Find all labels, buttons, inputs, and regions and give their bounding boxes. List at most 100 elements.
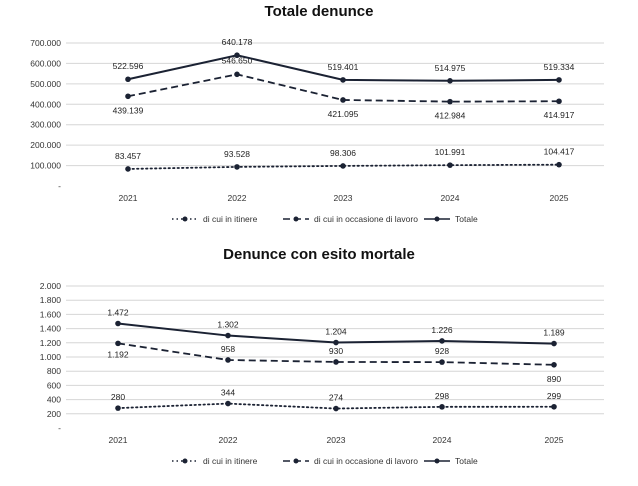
- y-tick-label: -: [58, 181, 61, 191]
- data-label: 101.991: [435, 147, 466, 157]
- data-label: 1.472: [107, 307, 129, 317]
- y-tick-label: 1.800: [40, 295, 62, 305]
- data-point: [447, 98, 453, 105]
- data-point: [225, 357, 231, 363]
- data-label: 104.417: [544, 147, 575, 157]
- data-label: 1.189: [543, 328, 565, 338]
- data-point: [225, 400, 231, 407]
- data-label: 93.528: [224, 149, 250, 159]
- data-label: 928: [435, 346, 449, 356]
- x-tick-label: 2024: [433, 435, 452, 445]
- x-tick-label: 2022: [219, 435, 238, 445]
- legend-marker: [293, 458, 299, 464]
- data-label: 298: [435, 391, 449, 401]
- x-tick-label: 2021: [119, 193, 138, 203]
- x-tick-label: 2023: [334, 193, 353, 203]
- data-label: 1.192: [107, 349, 129, 359]
- data-label: 414.917: [544, 110, 575, 120]
- legend-label: di cui in occasione di lavoro: [314, 456, 418, 466]
- data-label: 514.975: [435, 63, 466, 73]
- chart-2: Denunce con esito mortale 2.000 1.800 1.600…: [40, 246, 604, 466]
- x-tick-label: 2024: [441, 193, 460, 203]
- x-tick-label: 2025: [550, 193, 569, 203]
- data-point: [234, 71, 240, 78]
- y-tick-label: 1.600: [40, 309, 62, 319]
- data-label: 412.984: [435, 111, 466, 121]
- chart-title: Totale denunce: [265, 3, 374, 20]
- chart-title: Denunce con esito mortale: [223, 246, 415, 263]
- y-tick-label: 800: [47, 366, 61, 376]
- data-point: [447, 77, 453, 84]
- legend-marker: [293, 216, 299, 222]
- data-label: 930: [329, 346, 343, 356]
- x-tick-label: 2025: [545, 435, 564, 445]
- data-label: 274: [329, 393, 343, 403]
- data-label: 439.139: [113, 105, 144, 115]
- y-tick-label: 700.000: [30, 38, 61, 48]
- data-label: 519.334: [544, 62, 575, 72]
- data-label: 299: [547, 391, 561, 401]
- data-point: [556, 161, 562, 168]
- legend-label: Totale: [455, 214, 478, 224]
- y-tick-label: 1.400: [40, 324, 62, 334]
- data-label: 1.302: [217, 320, 239, 330]
- data-point: [333, 359, 339, 365]
- series-line-dotted: [127, 163, 560, 170]
- y-tick-label: 100.000: [30, 161, 61, 171]
- data-point: [234, 164, 240, 170]
- data-point: [115, 320, 121, 327]
- data-label: 421.095: [328, 109, 359, 119]
- legend-label: di cui in itinere: [203, 456, 258, 466]
- data-label: 1.226: [431, 325, 453, 335]
- data-label: 98.306: [330, 148, 356, 158]
- data-point: [115, 405, 121, 411]
- data-point: [333, 405, 339, 412]
- data-label: 280: [111, 392, 125, 402]
- data-point: [551, 362, 557, 368]
- y-tick-label: 400.000: [30, 99, 61, 109]
- y-tick-label: 500.000: [30, 79, 61, 89]
- data-label: 640.178: [222, 37, 253, 47]
- y-tick-label: -: [58, 423, 61, 433]
- y-tick-label: 200: [47, 409, 61, 419]
- x-tick-label: 2023: [327, 435, 346, 445]
- data-point: [551, 403, 557, 410]
- data-label: 546.650: [222, 55, 253, 65]
- legend-label: di cui in itinere: [203, 214, 258, 224]
- data-point: [447, 162, 453, 168]
- legend-marker: [434, 216, 440, 222]
- data-label: 344: [221, 388, 235, 398]
- data-point: [340, 163, 346, 169]
- data-point: [115, 340, 121, 347]
- x-tick-label: 2021: [109, 435, 128, 445]
- y-tick-label: 2.000: [40, 281, 62, 291]
- data-point: [556, 77, 562, 83]
- data-label: 522.596: [113, 61, 144, 71]
- data-label: 1.204: [325, 327, 347, 337]
- data-point: [556, 98, 562, 105]
- y-tick-label: 600: [47, 380, 61, 390]
- legend-label: di cui in occasione di lavoro: [314, 214, 418, 224]
- y-tick-label: 1.000: [40, 352, 62, 362]
- data-label: 890: [547, 374, 561, 384]
- legend-marker: [434, 458, 440, 464]
- data-point: [551, 340, 557, 347]
- data-label: 958: [221, 344, 235, 354]
- data-point: [439, 404, 445, 410]
- y-tick-label: 200.000: [30, 140, 61, 150]
- data-label: 83.457: [115, 151, 141, 161]
- y-tick-label: 600.000: [30, 58, 61, 68]
- chart-1: Totale denunce 700.000 600.000 500.000 400.0…: [30, 3, 604, 224]
- legend-label: Totale: [455, 456, 478, 466]
- data-point: [439, 359, 445, 365]
- legend-marker: [182, 216, 188, 222]
- data-point: [439, 338, 445, 344]
- data-point: [125, 76, 131, 83]
- data-point: [225, 332, 231, 339]
- data-point: [333, 339, 339, 346]
- y-tick-label: 300.000: [30, 120, 61, 130]
- data-point: [234, 52, 240, 59]
- data-point: [340, 97, 346, 103]
